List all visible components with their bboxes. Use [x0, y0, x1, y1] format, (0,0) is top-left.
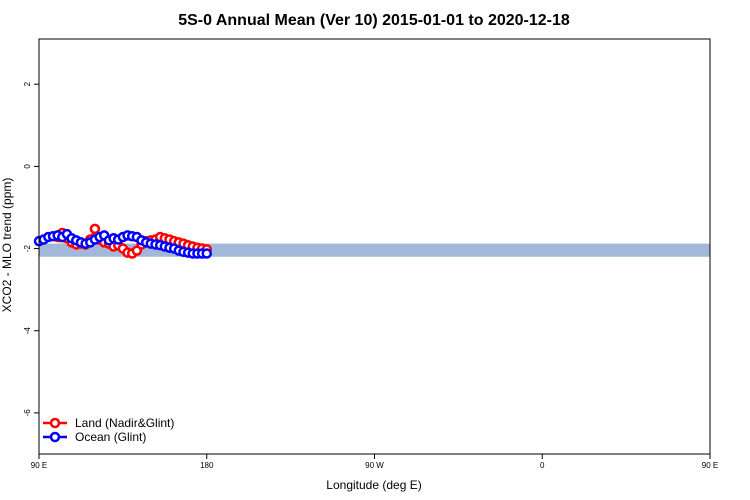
x-tick-label: 180	[200, 461, 214, 470]
y-axis: 2 0 -2 -4 -6	[23, 81, 39, 416]
x-tick-label: 90 W	[365, 461, 384, 470]
legend-label-0: Land (Nadir&Glint)	[75, 416, 174, 430]
series-0-point	[89, 223, 101, 235]
y-tick-label: -6	[23, 409, 32, 417]
chart-title: 5S-0 Annual Mean (Ver 10) 2015-01-01 to …	[178, 12, 570, 29]
x-tick-label: 90 E	[702, 461, 718, 470]
legend: Land (Nadir&Glint)Ocean (Glint)	[43, 416, 174, 444]
legend-marker-0	[49, 417, 61, 429]
series-1-point	[201, 248, 212, 259]
plot-frame	[38, 38, 711, 455]
y-tick-label: -2	[23, 244, 32, 252]
x-axis: 90 E 180 90 W 0 90 E	[31, 454, 718, 470]
y-tick-label: 2	[23, 81, 32, 86]
x-tick-label: 0	[540, 461, 545, 470]
x-tick-label: 90 E	[31, 461, 47, 470]
y-axis-title: XCO2 - MLO trend (ppm)	[0, 178, 14, 313]
legend-marker-1	[49, 431, 61, 443]
plot-layer	[33, 223, 710, 259]
y-tick-label: 0	[23, 164, 32, 169]
x-axis-title: Longitude (deg E)	[326, 478, 421, 492]
y-tick-label: -4	[23, 327, 32, 335]
legend-label-1: Ocean (Glint)	[75, 430, 146, 444]
